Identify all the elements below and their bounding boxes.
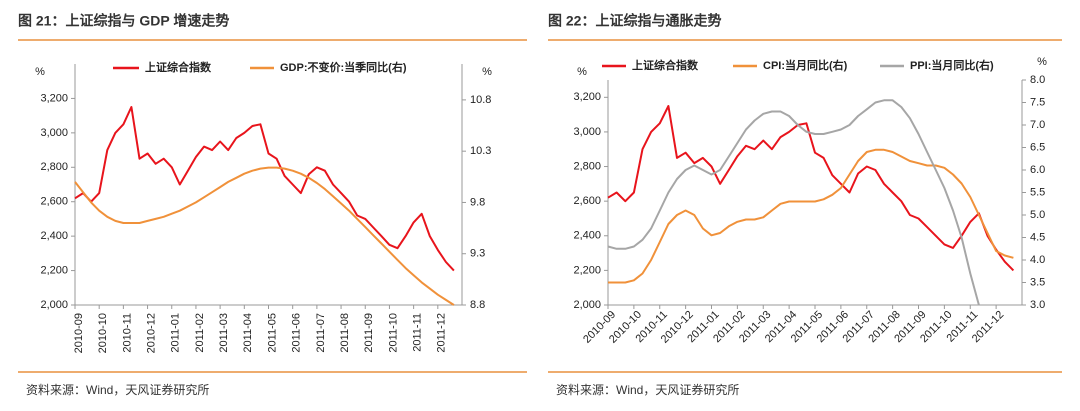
- y2-tick-label: 6.0: [1030, 164, 1045, 176]
- y2-tick-label: 7.0: [1030, 119, 1045, 131]
- series-line: [74, 166, 455, 306]
- x-tick-label: 2010-12: [145, 313, 157, 353]
- x-tick-label: 2011-05: [266, 313, 278, 353]
- y-tick-label: 2,000: [40, 299, 68, 311]
- legend-label: 上证综合指数: [632, 58, 699, 72]
- y-axis-label: %: [577, 66, 587, 78]
- x-tick-label: 2011-03: [218, 313, 230, 353]
- legend-label: CPI:当月同比(右): [763, 58, 848, 72]
- x-tick-label: 2011-04: [242, 313, 254, 353]
- x-tick-label: 2011-08: [339, 313, 351, 353]
- x-tick-label: 2011-06: [291, 313, 303, 353]
- y2-tick-label: 6.5: [1030, 141, 1045, 153]
- source-note: 资料来源：Wind，天风证券研究所: [26, 382, 209, 397]
- x-tick-label: 2011-12: [436, 313, 448, 353]
- y-tick-label: 2,200: [573, 264, 601, 276]
- y2-tick-label: 7.5: [1030, 96, 1045, 108]
- y2-tick-label: 3.0: [1030, 299, 1045, 311]
- chart-title: 图 22：上证综指与通胀走势: [548, 13, 721, 29]
- y2-tick-label: 10.8: [470, 94, 491, 106]
- x-tick-label: 2010-11: [121, 313, 133, 353]
- y-tick-label: 2,600: [573, 195, 601, 207]
- legend-label: 上证综合指数: [145, 60, 212, 74]
- y-tick-label: 3,200: [40, 92, 68, 104]
- y2-axis-label: %: [482, 66, 492, 78]
- legend-label: PPI:当月同比(右): [910, 58, 994, 72]
- x-tick-label: 2011-10: [387, 313, 399, 353]
- y-axis-label: %: [35, 66, 45, 78]
- y-tick-label: 2,400: [573, 230, 601, 242]
- y2-tick-label: 8.0: [1030, 74, 1045, 86]
- series-line: [607, 99, 980, 306]
- x-tick-label: 2010-10: [97, 313, 109, 353]
- y2-axis-label: %: [1037, 56, 1047, 68]
- series-line: [607, 105, 1015, 272]
- y2-tick-label: 4.5: [1030, 231, 1045, 243]
- y-tick-label: 3,000: [40, 127, 68, 139]
- y-tick-label: 2,200: [40, 264, 68, 276]
- x-tick-label: 2011-02: [194, 313, 206, 353]
- series-line: [74, 106, 455, 272]
- source-note: 资料来源：Wind，天风证券研究所: [556, 382, 739, 397]
- y2-tick-label: 4.0: [1030, 254, 1045, 266]
- chart-title: 图 21：上证综指与 GDP 增速走势: [18, 13, 229, 29]
- y2-tick-label: 10.3: [470, 145, 491, 157]
- y2-tick-label: 9.8: [470, 196, 485, 208]
- y2-tick-label: 9.3: [470, 248, 485, 260]
- y-tick-label: 2,800: [573, 160, 601, 172]
- x-tick-label: 2011-07: [315, 313, 327, 353]
- y2-tick-label: 5.5: [1030, 186, 1045, 198]
- y-tick-label: 2,000: [573, 299, 601, 311]
- y2-tick-label: 5.0: [1030, 209, 1045, 221]
- y2-tick-label: 8.8: [470, 299, 485, 311]
- x-tick-label: 2010-09: [73, 313, 85, 353]
- x-tick-label: 2011-09: [363, 313, 375, 353]
- legend-label: GDP:不变价:当季同比(右): [280, 60, 407, 74]
- y-tick-label: 2,400: [40, 230, 68, 242]
- y-tick-label: 3,200: [573, 91, 601, 103]
- y-tick-label: 2,800: [40, 161, 68, 173]
- x-tick-label: 2011-11: [412, 313, 424, 352]
- y2-tick-label: 3.5: [1030, 276, 1045, 288]
- y-tick-label: 2,600: [40, 196, 68, 208]
- series-line: [608, 148, 1014, 284]
- x-tick-label: 2011-01: [170, 313, 182, 353]
- y-tick-label: 3,000: [573, 126, 601, 138]
